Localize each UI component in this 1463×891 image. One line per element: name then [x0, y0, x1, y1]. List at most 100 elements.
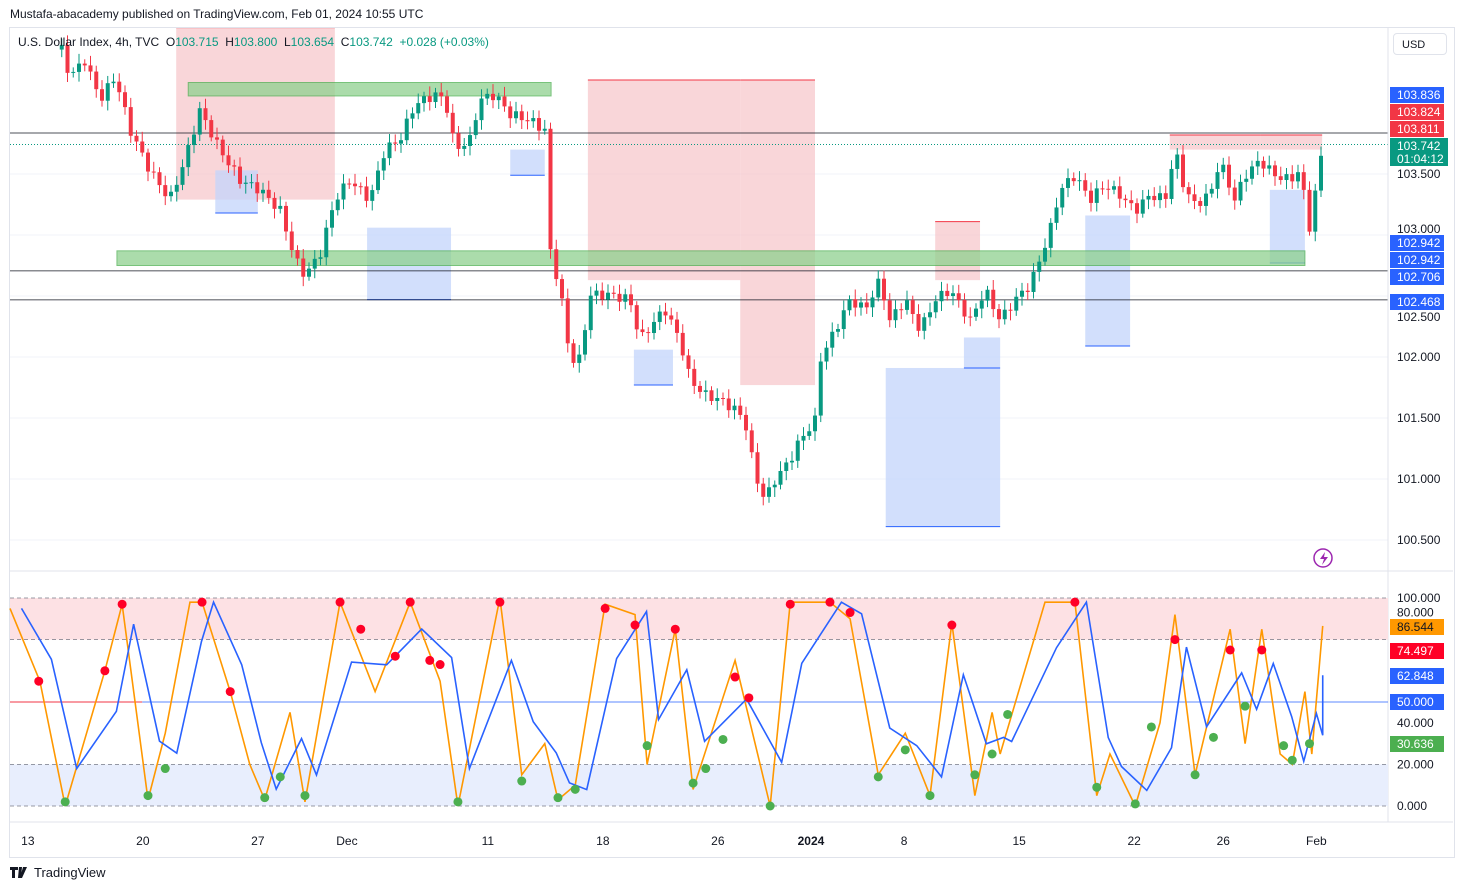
publish-info: Mustafa-abacademy published on TradingVi…	[10, 7, 424, 21]
candle-body	[830, 331, 835, 348]
candle-body	[882, 278, 886, 301]
candle-body	[1244, 178, 1249, 182]
time-axis-label: Feb	[1306, 834, 1327, 848]
candle-body	[1296, 172, 1300, 182]
candle-body	[565, 298, 570, 344]
candle-body	[1273, 165, 1277, 177]
candle-body	[1117, 186, 1122, 199]
candle-body	[749, 430, 754, 453]
candle-body	[692, 368, 697, 386]
candle-body	[571, 343, 576, 363]
candle-body	[646, 332, 651, 334]
candle-body	[301, 258, 306, 277]
candle-body	[341, 183, 346, 200]
candle-body	[387, 142, 392, 159]
cross-down-marker	[1070, 597, 1080, 607]
candle-body	[600, 290, 605, 300]
candle-body	[514, 111, 518, 119]
cross-up-marker	[987, 749, 997, 759]
tradingview-brand: TradingView	[34, 865, 106, 880]
candle-body	[617, 293, 622, 302]
key-level-zone	[116, 250, 1306, 267]
candle-body	[220, 139, 225, 156]
price-axis-label: 100.500	[1397, 533, 1441, 547]
candle-body	[318, 257, 323, 259]
candle-body	[157, 172, 162, 186]
cross-down-marker	[356, 624, 366, 634]
candle-body	[123, 92, 127, 108]
candle-body	[922, 317, 927, 331]
currency-button[interactable]: USD	[1393, 33, 1447, 55]
cross-up-marker	[1190, 770, 1200, 780]
candle-body	[841, 310, 846, 330]
chart-frame	[9, 27, 1455, 858]
candle-body	[496, 96, 501, 101]
candle-body	[847, 299, 852, 311]
cross-up-marker	[642, 741, 652, 751]
candle-body	[669, 315, 674, 320]
time-axis-label: Dec	[336, 834, 357, 848]
candle-body	[1181, 154, 1185, 188]
candle-body	[1255, 160, 1260, 167]
osc-badge-label: 62.848	[1397, 669, 1434, 683]
open-value: 103.715	[175, 35, 219, 49]
time-axis-label: 8	[901, 834, 908, 848]
candle-body	[485, 93, 490, 99]
candle-body	[680, 332, 685, 356]
cross-up-marker	[453, 797, 463, 807]
price-badge-label: 103.811	[1397, 122, 1440, 136]
alert-lightning-icon	[1313, 548, 1333, 568]
candle-body	[65, 44, 70, 73]
tradingview-logo[interactable]: TradingView	[10, 865, 106, 880]
candle-body	[197, 108, 202, 135]
candle-body	[1123, 198, 1128, 201]
time-axis-label: 20	[136, 834, 150, 848]
candle-body	[1301, 172, 1306, 190]
supply-zone	[587, 80, 741, 281]
candle-body	[606, 292, 610, 300]
cross-down-marker	[225, 687, 235, 697]
supply-zone	[740, 80, 815, 386]
price-badge	[1390, 104, 1444, 120]
cross-up-marker	[970, 770, 980, 780]
osc-badge-label: 74.497	[1397, 644, 1434, 658]
candle-body	[939, 290, 944, 302]
cross-down-marker	[100, 666, 110, 676]
cross-up-marker	[900, 745, 910, 755]
candle-body	[105, 83, 110, 101]
candle-body	[870, 297, 875, 308]
cross-up-marker	[553, 793, 563, 803]
price-badge	[1390, 87, 1444, 103]
candle-body	[1290, 174, 1295, 182]
cross-down-marker	[785, 599, 795, 609]
candle-body	[721, 398, 725, 400]
candle-body	[1071, 178, 1076, 182]
candle-body	[899, 309, 904, 311]
candle-body	[1060, 187, 1065, 208]
price-axis-label: 101.000	[1397, 472, 1441, 486]
price-badge	[1390, 294, 1444, 310]
cross-down-marker	[117, 599, 127, 609]
candle-body	[974, 308, 978, 317]
candle-body	[1077, 180, 1082, 182]
candle-body	[968, 316, 973, 318]
high-value: 103.800	[233, 35, 278, 49]
change-value: +0.028 (+0.03%)	[399, 35, 489, 49]
candle-body	[82, 63, 87, 66]
candle-body	[1307, 189, 1312, 232]
candle-body	[1215, 172, 1220, 189]
cross-down-marker	[630, 620, 640, 630]
candle-body	[1112, 186, 1116, 190]
candle-body	[537, 118, 541, 131]
symbol-title[interactable]: U.S. Dollar Index, 4h, TVC	[18, 35, 160, 49]
candle-body	[640, 329, 645, 333]
candle-body	[1129, 200, 1134, 204]
candle-body	[703, 390, 708, 392]
candle-body	[1221, 164, 1226, 173]
candle-body	[1313, 190, 1318, 232]
candle-body	[100, 89, 104, 101]
candle-body	[1267, 165, 1272, 169]
candle-body	[243, 182, 248, 184]
candle-body	[307, 268, 311, 277]
